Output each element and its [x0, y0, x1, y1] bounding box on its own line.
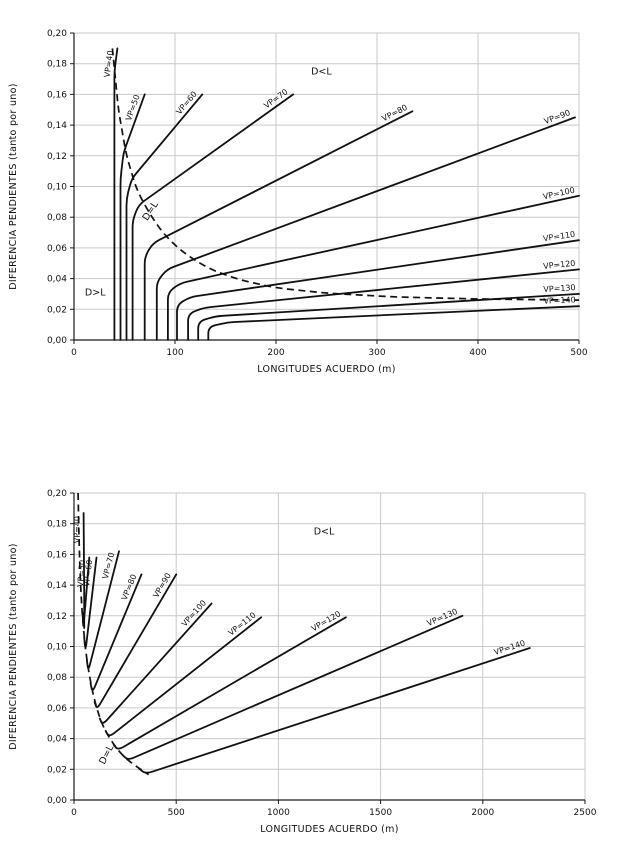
y-tick-label: 0,02: [47, 305, 67, 315]
x-tick-label: 1000: [267, 808, 290, 818]
curve-label: VP=40: [103, 50, 115, 78]
y-tick-label: 0,20: [47, 489, 67, 499]
y-tick-label: 0,08: [47, 673, 67, 683]
curve-vp-90: [155, 116, 576, 341]
y-tick-label: 0,18: [47, 60, 67, 70]
x-tick-label: 2000: [471, 808, 494, 818]
curve-vp-140: [207, 305, 580, 341]
x-tick-label: 100: [166, 348, 183, 358]
curve-vp-70: [131, 93, 295, 341]
y-tick-label: 0,06: [47, 704, 67, 714]
curve-vp-140: [138, 647, 531, 774]
y-tick-label: 0,04: [47, 275, 67, 285]
curve-vp-40: [113, 47, 119, 341]
y-tick-label: 0,14: [47, 121, 67, 131]
y-axis-title: DIFERENCIA PENDIENTES (tanto por uno): [8, 83, 19, 289]
curve-label: VP=140: [543, 295, 576, 305]
curve-vp-100: [98, 602, 213, 724]
curve-vp-100: [167, 194, 580, 341]
curve-vp-50: [81, 556, 91, 626]
boundary-curve-d-equals-l: [77, 492, 150, 776]
x-tick-label: 500: [168, 808, 185, 818]
x-tick-label: 0: [71, 808, 77, 818]
curve-vp-40: [82, 512, 86, 629]
curve-vp-110: [104, 616, 263, 737]
y-axis-title: DIFERENCIA PENDIENTES (tanto por uno): [8, 543, 19, 749]
y-tick-label: 0,14: [47, 581, 67, 591]
y-tick-label: 0,10: [47, 643, 67, 653]
x-tick-label: 400: [469, 348, 486, 358]
y-tick-label: 0,00: [47, 796, 67, 806]
y-tick-label: 0,16: [47, 550, 67, 560]
curve-vp-90: [93, 573, 178, 708]
x-tick-label: 2500: [574, 808, 597, 818]
curve-vp-110: [176, 239, 580, 341]
y-tick-label: 0,16: [47, 90, 67, 100]
annotation-d-l: D<L: [314, 526, 335, 537]
x-tick-label: 1500: [369, 808, 392, 818]
annotation-d-l: D<L: [311, 66, 332, 77]
curve-vp-60: [83, 556, 98, 649]
x-axis-title: LONGITUDES ACUERDO (m): [260, 824, 398, 835]
curve-vp-70: [86, 550, 120, 669]
curve-label: VP=100: [542, 186, 575, 202]
y-tick-label: 0,20: [47, 29, 67, 39]
curve-vp-60: [125, 93, 204, 341]
curve-label: VP=130: [543, 283, 576, 294]
y-tick-label: 0,18: [47, 520, 67, 530]
curve-vp-80: [143, 110, 414, 341]
y-tick-label: 0,00: [47, 336, 67, 346]
y-tick-label: 0,02: [47, 765, 67, 775]
curve-vp-130: [197, 293, 580, 341]
y-tick-label: 0,06: [47, 244, 67, 254]
x-tick-label: 500: [570, 348, 587, 358]
x-tick-label: 0: [71, 348, 77, 358]
curve-label: VP=50: [76, 560, 87, 588]
vertical-curve-chart-bottom: VP=40 VP=50 VP=60 VP=70 VP=80 VP=90 VP=100 VP=1…: [0, 460, 618, 862]
vertical-curve-chart-top: VP=40 VP=50 VP=60 VP=70 VP=80 VP=90 VP=100 VP=1…: [0, 0, 618, 430]
curve-vp-80: [89, 573, 143, 691]
y-tick-label: 0,08: [47, 213, 67, 223]
x-tick-label: 200: [267, 348, 284, 358]
curve-vp-120: [112, 616, 347, 750]
curve-label: VP=60: [82, 559, 94, 587]
y-tick-label: 0,04: [47, 735, 67, 745]
curve-label: VP=70: [101, 551, 116, 580]
curve-vp-120: [187, 268, 580, 341]
curve-vp-130: [122, 614, 464, 760]
y-tick-label: 0,10: [47, 183, 67, 193]
annotation-d-l: D>L: [85, 288, 106, 299]
x-axis-title: LONGITUDES ACUERDO (m): [257, 364, 395, 375]
curve-vp-50: [119, 93, 146, 341]
curve-label: VP=120: [543, 259, 576, 271]
y-tick-label: 0,12: [47, 152, 67, 162]
y-tick-label: 0,12: [47, 612, 67, 622]
x-tick-label: 300: [368, 348, 385, 358]
curve-label: VP=40: [73, 516, 82, 543]
annotation-d-l: D=L: [140, 199, 161, 223]
